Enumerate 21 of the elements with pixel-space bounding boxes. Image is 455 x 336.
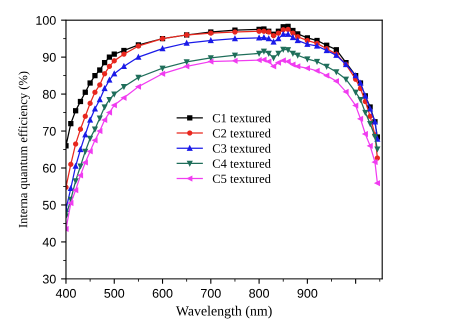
y-tick-label: 30 <box>42 274 56 284</box>
x-tick-label: 600 <box>152 288 172 298</box>
x-tick-label: 700 <box>201 288 221 298</box>
x-tick-label: 500 <box>104 288 124 298</box>
legend-label: C1 textured <box>212 114 271 122</box>
y-tick-label: 80 <box>42 90 56 99</box>
legend-label: C3 textured <box>212 144 271 153</box>
y-tick-label: 70 <box>42 126 56 136</box>
legend-label: C5 textured <box>212 174 271 184</box>
y-tick-label: 40 <box>42 238 56 247</box>
y-tick-label: 100 <box>36 16 56 25</box>
y-axis-title: Interna quantum efficiency (%) <box>18 72 30 228</box>
legend-label: C4 textured <box>212 159 271 168</box>
x-axis-title: Wavelength (nm) <box>176 306 272 318</box>
y-tick-label: 90 <box>42 52 56 62</box>
legend-label: C2 textured <box>212 128 271 138</box>
x-tick-label: 900 <box>298 288 318 298</box>
y-tick-label: 60 <box>42 164 56 173</box>
x-tick-label: 800 <box>249 288 270 298</box>
y-tick-label: 50 <box>42 200 56 210</box>
x-tick-label: 400 <box>56 288 76 298</box>
